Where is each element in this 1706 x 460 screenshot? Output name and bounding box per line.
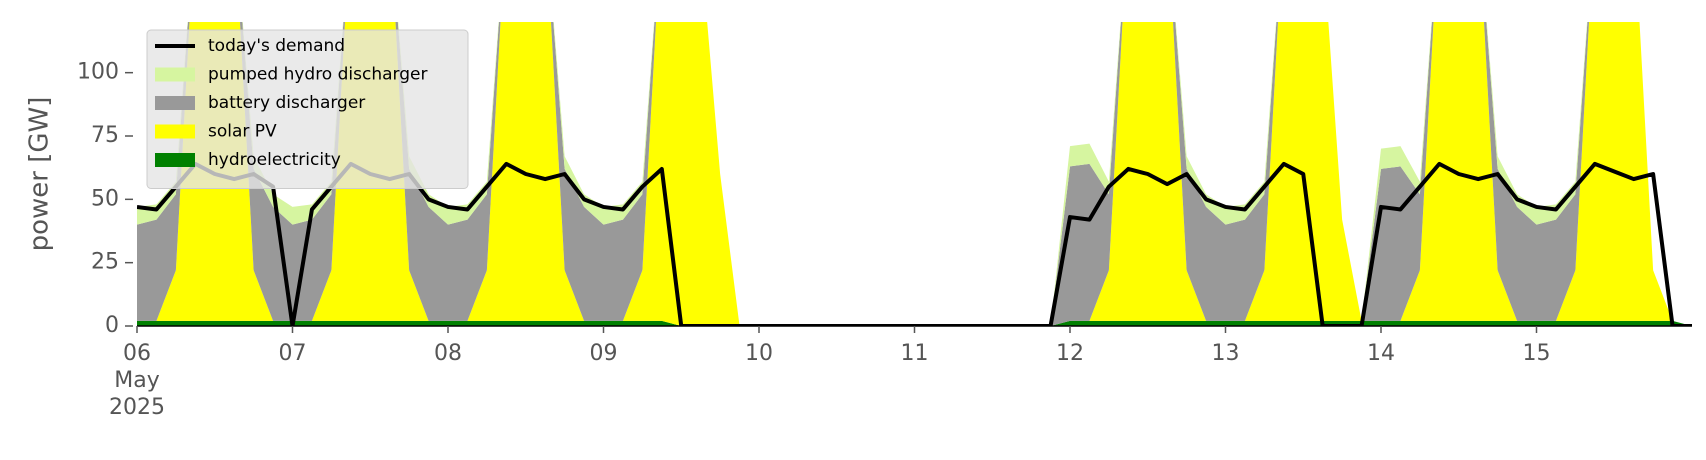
legend-swatch	[155, 124, 195, 139]
x-tick-label: 12	[1056, 341, 1084, 366]
y-tick-label: 75	[91, 123, 119, 148]
x-tick-label: 15	[1522, 341, 1551, 366]
legend-label: solar PV	[208, 122, 277, 142]
y-tick-label: 0	[105, 313, 119, 338]
y-tick-label: 100	[77, 60, 119, 85]
x-tick-label: 14	[1367, 341, 1395, 366]
area	[137, 22, 1692, 326]
legend-label: pumped hydro discharger	[208, 65, 427, 85]
x-tick-label: 09	[589, 341, 618, 366]
plot-area	[137, 22, 1692, 326]
legend-label: hydroelectricity	[208, 150, 341, 170]
y-axis-label: power [GW]	[25, 97, 55, 252]
legend-swatch	[155, 153, 195, 167]
legend-label: today's demand	[208, 36, 345, 56]
x-tick-label: 07	[278, 341, 307, 366]
legend-box	[146, 29, 469, 189]
x-tick-label: 10	[745, 341, 773, 366]
legend: today's demand pumped hydro discharger bat…	[146, 29, 469, 189]
y-tick-label: 25	[91, 250, 119, 275]
x-tick-label: 13	[1211, 341, 1240, 366]
legend-label: battery discharger	[208, 93, 365, 113]
x-tick-label: 06 May 2025	[109, 341, 165, 420]
y-tick-label: 50	[91, 186, 119, 211]
x-tick-label: 11	[900, 341, 929, 366]
x-tick-label: 08	[434, 341, 462, 366]
legend-swatch	[155, 96, 195, 110]
legend-swatch	[155, 67, 195, 82]
area	[137, 22, 1692, 326]
area	[137, 320, 1692, 326]
